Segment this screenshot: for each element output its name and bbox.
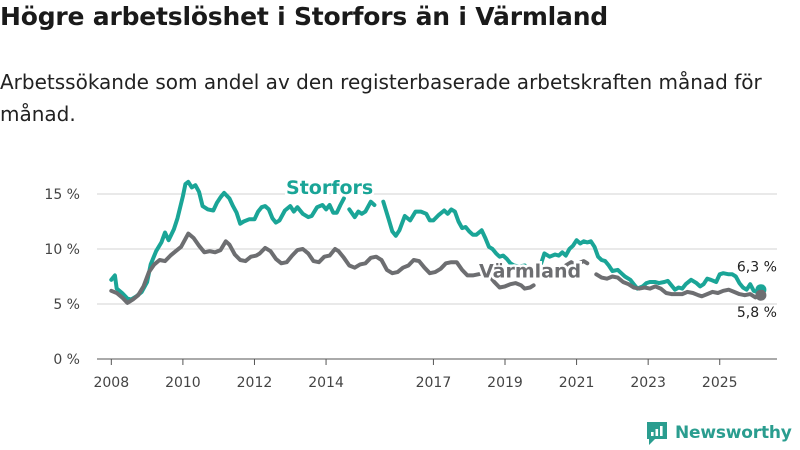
- x-tick-label: 2017: [416, 375, 452, 391]
- series-label: Storfors: [286, 177, 373, 199]
- page-title: Högre arbetslöshet i Storfors än i Värml…: [0, 2, 609, 31]
- series-line-storfors: [381, 199, 527, 269]
- series-line-v-rmland: [109, 231, 536, 305]
- series-line-storfors: [528, 238, 763, 294]
- x-tick-label: 2014: [308, 375, 344, 391]
- y-tick-label: 5 %: [53, 297, 80, 313]
- x-tick-label: 2008: [93, 375, 129, 391]
- end-value-label: 5,8 %: [737, 305, 777, 321]
- x-tick-label: 2023: [630, 375, 666, 391]
- x-tick-label: 2012: [237, 375, 273, 391]
- brand-name: Newsworthy: [675, 423, 792, 443]
- series-line-v-rmland: [594, 272, 763, 300]
- end-value-label: 6,3 %: [737, 260, 777, 276]
- x-tick-label: 2019: [487, 375, 523, 391]
- y-tick-label: 15 %: [44, 187, 80, 203]
- series-label: Värmland: [479, 261, 581, 283]
- y-tick-label: 0 %: [53, 352, 80, 368]
- x-tick-label: 2025: [702, 375, 738, 391]
- chart-subtitle: Arbetssökande som andel av den registerb…: [0, 70, 762, 126]
- end-point-1: [755, 289, 767, 301]
- newsworthy-logo[interactable]: Newsworthy: [645, 420, 792, 446]
- series-line-storfors: [109, 179, 346, 302]
- x-tick-label: 2010: [165, 375, 201, 391]
- newsworthy-logo-icon: [647, 422, 667, 445]
- x-tick-label: 2021: [559, 375, 595, 391]
- series-line-storfors: [347, 199, 377, 220]
- y-tick-label: 10 %: [44, 242, 80, 258]
- series-line-v-rmland: [563, 259, 590, 268]
